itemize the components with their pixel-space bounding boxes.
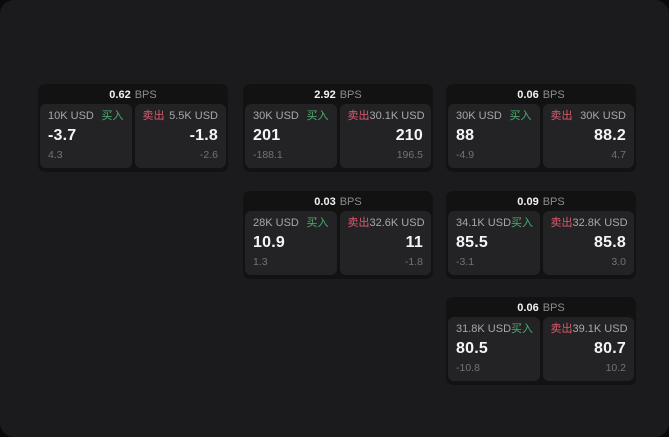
- buy-sub-value: -4.9: [456, 149, 475, 161]
- bps-value: 0.62: [109, 89, 131, 101]
- buy-badge[interactable]: 买入: [511, 217, 534, 229]
- sell-sub-value: -1.8: [404, 256, 423, 268]
- sell-quote-tile[interactable]: 卖出 39.1K USD 80.7 10.2: [542, 317, 634, 381]
- bps-header: 0.62 BPS: [40, 86, 226, 104]
- buy-sub-value: -3.1: [456, 256, 475, 268]
- buy-price: 80.5: [456, 340, 488, 357]
- buy-badge[interactable]: 买入: [306, 217, 329, 229]
- sell-badge[interactable]: 卖出: [347, 217, 370, 229]
- bps-unit-label: BPS: [542, 89, 565, 101]
- buy-quote-tile[interactable]: 28K USD 买入 10.9 1.3: [245, 211, 337, 275]
- bps-value: 0.06: [517, 89, 539, 101]
- bps-header: 0.09 BPS: [448, 193, 634, 211]
- sell-badge[interactable]: 卖出: [550, 323, 573, 335]
- quote-card: 0.09 BPS 34.1K USD 买入 85.5 -3.1 卖出 32.8K…: [446, 191, 636, 279]
- bps-header: 2.92 BPS: [245, 86, 431, 104]
- buy-badge[interactable]: 买入: [101, 110, 124, 122]
- sell-sub-value: 196.5: [396, 149, 423, 161]
- buy-price: -3.7: [48, 127, 77, 144]
- bps-header: 0.03 BPS: [245, 193, 431, 211]
- buy-size-label: 30K USD: [253, 110, 299, 122]
- buy-price: 85.5: [456, 234, 488, 251]
- sell-price: 11: [405, 234, 423, 251]
- sell-badge[interactable]: 卖出: [142, 110, 165, 122]
- sell-price: 80.7: [594, 340, 626, 357]
- buy-sub-value: -10.8: [456, 362, 480, 374]
- sell-badge[interactable]: 卖出: [550, 110, 573, 122]
- buy-quote-tile[interactable]: 31.8K USD 买入 80.5 -10.8: [448, 317, 540, 381]
- buy-badge[interactable]: 买入: [306, 110, 329, 122]
- buy-badge[interactable]: 买入: [511, 323, 534, 335]
- buy-price: 88: [456, 127, 475, 144]
- sell-quote-tile[interactable]: 卖出 30.1K USD 210 196.5: [339, 104, 431, 168]
- bps-value: 0.03: [314, 196, 336, 208]
- buy-sub-value: 4.3: [48, 149, 63, 161]
- sell-badge[interactable]: 卖出: [550, 217, 573, 229]
- sell-sub-value: 10.2: [605, 362, 626, 374]
- buy-size-label: 30K USD: [456, 110, 502, 122]
- sell-size-label: 32.6K USD: [369, 217, 425, 229]
- sell-badge[interactable]: 卖出: [347, 110, 370, 122]
- bps-unit-label: BPS: [339, 89, 362, 101]
- bps-value: 2.92: [314, 89, 336, 101]
- buy-quote-tile[interactable]: 30K USD 买入 88 -4.9: [448, 104, 540, 168]
- buy-size-label: 28K USD: [253, 217, 299, 229]
- bps-unit-label: BPS: [542, 302, 565, 314]
- buy-size-label: 10K USD: [48, 110, 94, 122]
- sell-size-label: 39.1K USD: [572, 323, 628, 335]
- sell-sub-value: 3.0: [611, 256, 626, 268]
- bps-unit-label: BPS: [339, 196, 362, 208]
- buy-quote-tile[interactable]: 30K USD 买入 201 -188.1: [245, 104, 337, 168]
- bps-header: 0.06 BPS: [448, 86, 634, 104]
- buy-quote-tile[interactable]: 34.1K USD 买入 85.5 -3.1: [448, 211, 540, 275]
- buy-badge[interactable]: 买入: [509, 110, 532, 122]
- sell-price: 210: [395, 127, 423, 144]
- buy-quote-tile[interactable]: 10K USD 买入 -3.7 4.3: [40, 104, 132, 168]
- sell-price: 88.2: [594, 127, 626, 144]
- sell-quote-tile[interactable]: 卖出 32.8K USD 85.8 3.0: [542, 211, 634, 275]
- bps-header: 0.06 BPS: [448, 299, 634, 317]
- quote-card: 2.92 BPS 30K USD 买入 201 -188.1 卖出 30.1K …: [243, 84, 433, 172]
- sell-size-label: 5.5K USD: [169, 110, 218, 122]
- sell-price: 85.8: [594, 234, 626, 251]
- bps-value: 0.09: [517, 196, 539, 208]
- sell-quote-tile[interactable]: 卖出 32.6K USD 11 -1.8: [339, 211, 431, 275]
- sell-sub-value: 4.7: [611, 149, 626, 161]
- sell-size-label: 32.8K USD: [572, 217, 628, 229]
- quote-card: 0.62 BPS 10K USD 买入 -3.7 4.3 卖出 5.5K USD…: [38, 84, 228, 172]
- sell-size-label: 30K USD: [580, 110, 626, 122]
- buy-price: 201: [253, 127, 281, 144]
- sell-sub-value: -2.6: [199, 149, 218, 161]
- sell-size-label: 30.1K USD: [369, 110, 425, 122]
- quote-card: 0.03 BPS 28K USD 买入 10.9 1.3 卖出 32.6K US…: [243, 191, 433, 279]
- bps-unit-label: BPS: [542, 196, 565, 208]
- bps-unit-label: BPS: [134, 89, 157, 101]
- buy-price: 10.9: [253, 234, 285, 251]
- buy-size-label: 34.1K USD: [456, 217, 512, 229]
- sell-quote-tile[interactable]: 卖出 30K USD 88.2 4.7: [542, 104, 634, 168]
- buy-sub-value: 1.3: [253, 256, 268, 268]
- buy-sub-value: -188.1: [253, 149, 283, 161]
- quote-card: 0.06 BPS 31.8K USD 买入 80.5 -10.8 卖出 39.1…: [446, 297, 636, 385]
- sell-quote-tile[interactable]: 卖出 5.5K USD -1.8 -2.6: [134, 104, 226, 168]
- sell-price: -1.8: [189, 127, 218, 144]
- bps-value: 0.06: [517, 302, 539, 314]
- quote-card: 0.06 BPS 30K USD 买入 88 -4.9 卖出 30K USD 8…: [446, 84, 636, 172]
- buy-size-label: 31.8K USD: [456, 323, 512, 335]
